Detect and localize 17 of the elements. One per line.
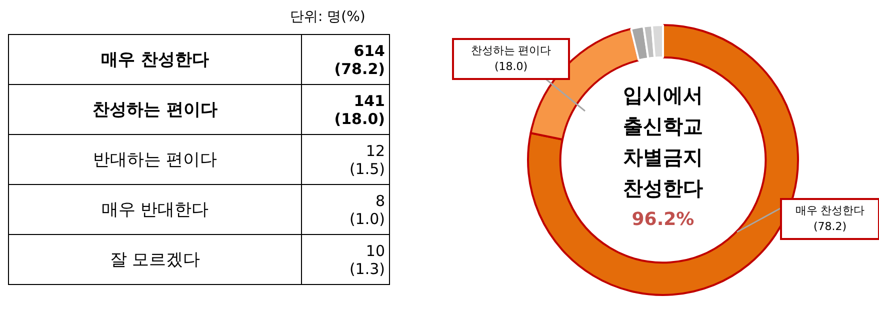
text: 12 (1.5): [302, 134, 390, 184]
text: 96.2%: [630, 208, 696, 232]
text: 잘 모르겠다: [8, 234, 302, 284]
text: 반대하는 편이다: [8, 134, 302, 184]
data-label: (18.0): [493, 59, 529, 75]
text: 입시에서 출신학교 차별금지 찬성한다: [623, 83, 703, 200]
text: 10 (1.3): [302, 234, 390, 284]
slice-label: 찬성하는 편이다: [470, 43, 552, 59]
text: 찬성하는 편이다: [8, 84, 302, 134]
text: 141 (18.0): [302, 84, 390, 134]
text: 614 (78.2): [302, 34, 390, 84]
slice-label: 매우 찬성한다: [794, 203, 866, 219]
text: 매우 반대한다: [8, 184, 302, 234]
data-label: (78.2): [812, 219, 848, 235]
text: 매우 찬성한다: [8, 34, 302, 84]
text: 8 (1.0): [302, 184, 390, 234]
text: 단위: 명(%): [290, 8, 366, 26]
